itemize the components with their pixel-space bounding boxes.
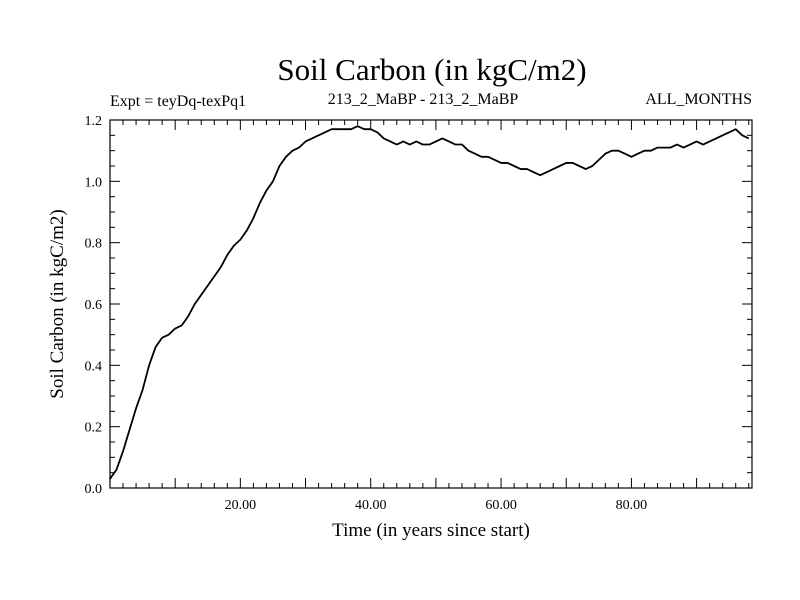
subtitle-period: 213_2_MaBP - 213_2_MaBP [328,91,519,108]
axis-ticks [110,120,752,488]
series-layer [109,125,750,480]
x-tick-label: 40.00 [355,498,387,513]
y-tick-label: 0.2 [85,421,103,436]
y-tick-label: 1.0 [85,175,103,190]
x-axis-title: Time (in years since start) [332,520,530,541]
y-tick-label: 0.6 [85,298,103,313]
x-tick-label: 20.00 [225,498,257,513]
y-tick-label: 0.8 [85,237,103,252]
x-tick-label: 60.00 [485,498,517,513]
x-tick-label: 80.00 [616,498,648,513]
y-axis-title: Soil Carbon (in kgC/m2) [47,209,68,398]
subtitle-experiment: Expt = teyDq-texPq1 [110,93,246,110]
subtitle-months: ALL_MONTHS [645,91,752,108]
axis-tick-labels: 20.00 40.00 60.00 80.00 0.0 0.2 0.4 0.6 0.8 1.0 1.… [85,114,648,513]
plot-frame [109,119,753,489]
y-tick-label: 1.2 [85,114,103,129]
y-tick-label: 0.4 [85,359,103,374]
series-line-soil-carbon [109,125,750,480]
y-tick-label: 0.0 [85,482,103,497]
chart-title: Soil Carbon (in kgC/m2) [277,52,586,87]
